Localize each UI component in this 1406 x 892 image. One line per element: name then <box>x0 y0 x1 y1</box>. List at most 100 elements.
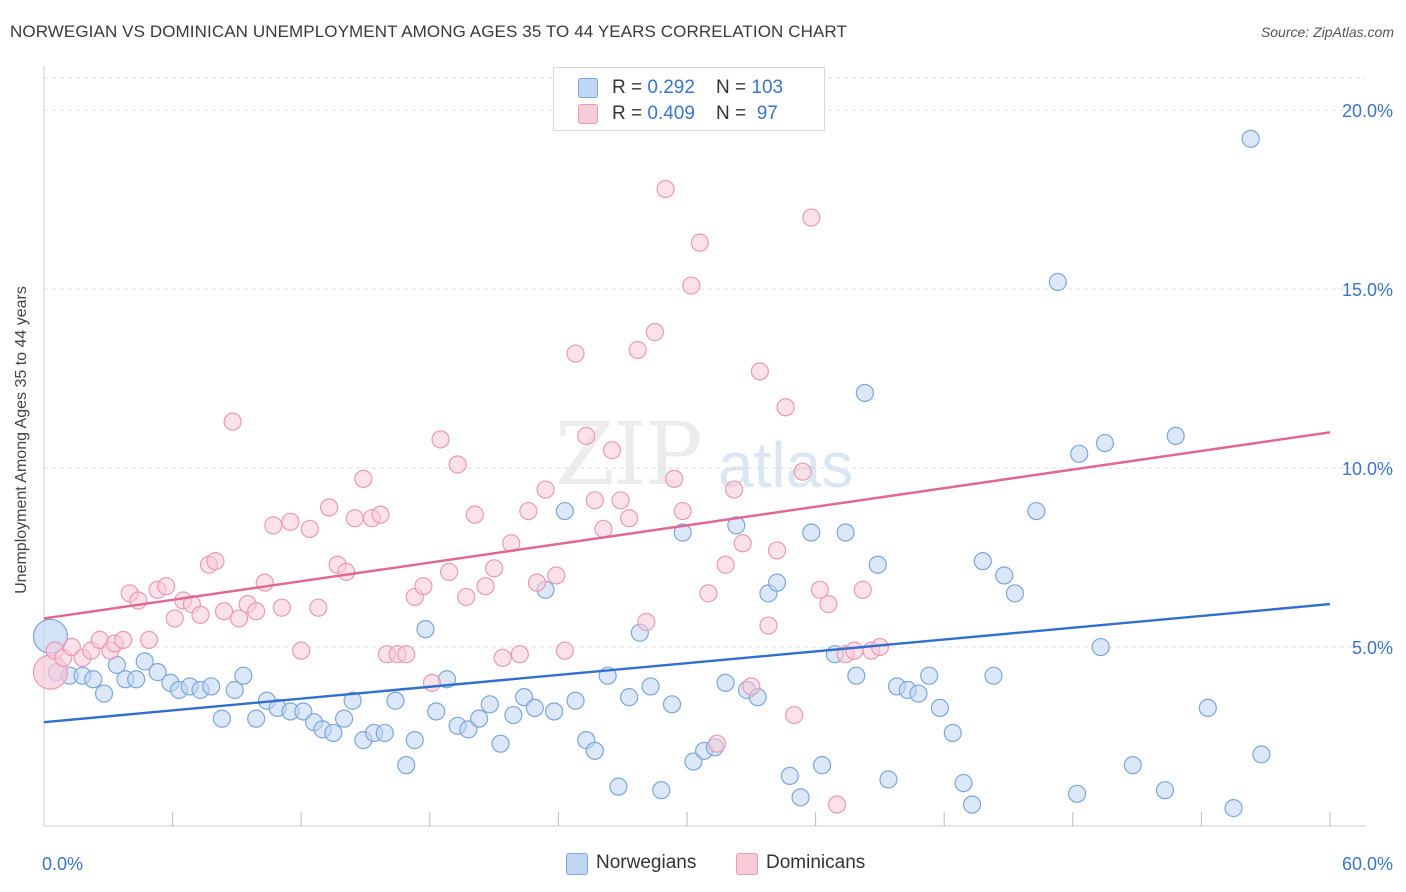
r-label: R = <box>612 103 648 124</box>
norwegian-point <box>847 666 866 685</box>
norwegian-point <box>1027 501 1046 521</box>
norwegian-point <box>202 677 221 696</box>
n-value: 103 <box>751 77 784 98</box>
dominican-point <box>810 580 829 599</box>
dominican-point <box>645 323 664 342</box>
dominican-point <box>397 645 416 664</box>
norwegian-point <box>148 663 167 682</box>
dominican-trend-line <box>43 431 1331 620</box>
dominican-point <box>281 512 300 531</box>
norwegian-point <box>1048 272 1067 292</box>
norwegian-point <box>427 702 446 721</box>
legend-label: Dominicans <box>766 852 866 873</box>
norwegian-point <box>135 652 154 671</box>
dominican-point <box>577 426 596 445</box>
norwegian-point <box>868 555 887 574</box>
norwegian-point <box>1224 799 1243 818</box>
norwegian-point <box>780 766 799 785</box>
dominican-point <box>345 509 364 528</box>
dominican-point <box>656 179 675 199</box>
dominican-point <box>493 648 512 667</box>
norwegian-point <box>525 698 544 717</box>
dominican-point <box>309 598 328 617</box>
norwegian-point <box>684 752 703 771</box>
legend-swatch-blue <box>578 78 598 98</box>
norwegian-point <box>962 795 982 814</box>
dominican-point <box>725 480 744 499</box>
norwegian-point <box>716 673 735 692</box>
dominican-point <box>510 645 529 664</box>
norwegian-point <box>127 670 146 689</box>
y-axis-label: Unemployment Among Ages 35 to 44 years <box>13 286 30 594</box>
norwegian-point <box>545 702 564 721</box>
norwegian-point <box>1166 426 1185 445</box>
norwegian-point <box>1005 584 1025 603</box>
dominican-point <box>319 498 339 517</box>
norwegian-point <box>94 684 114 703</box>
n-label: N = <box>716 77 752 98</box>
r-value: 0.292 <box>647 77 695 98</box>
dominican-point <box>139 630 159 649</box>
legend-label: Norwegians <box>596 852 697 873</box>
dominican-point <box>300 519 319 539</box>
x-tick-label: 60.0% <box>1342 854 1393 874</box>
dominican-point <box>223 412 242 431</box>
norwegian-point <box>459 720 478 739</box>
norwegian-point <box>334 709 354 728</box>
norwegian-point <box>225 680 244 700</box>
norwegian-point <box>1067 784 1087 803</box>
dominican-point <box>585 491 604 510</box>
norwegian-point <box>767 573 787 592</box>
norwegian-point <box>812 756 832 775</box>
dominican-point <box>422 673 442 692</box>
chart-title: NORWEGIAN VS DOMINICAN UNEMPLOYMENT AMON… <box>10 22 847 41</box>
norwegian-point <box>469 709 489 728</box>
norwegian-point <box>1198 698 1217 717</box>
norwegian-point <box>920 666 939 685</box>
norwegian-point <box>909 684 928 703</box>
dominican-point <box>555 641 574 660</box>
dominican-point <box>785 705 804 725</box>
y-tick-label: 15.0% <box>1342 280 1393 300</box>
norwegian-point <box>212 709 231 728</box>
legend-swatch-blue <box>566 853 588 875</box>
dominican-point <box>414 577 433 596</box>
norwegian-point <box>375 723 394 743</box>
norwegian-point <box>673 523 692 542</box>
norwegian-point <box>1123 756 1142 775</box>
dominican-point <box>602 441 622 460</box>
norwegian-point <box>791 788 810 807</box>
dominican-point <box>457 587 476 607</box>
dominican-point <box>476 577 495 596</box>
dominican-point <box>716 555 735 574</box>
norwegian-point <box>491 734 510 753</box>
norwegian-point <box>879 770 898 789</box>
y-tick-label: 5.0% <box>1352 638 1393 658</box>
x-tick-label: 0.0% <box>42 854 83 874</box>
dominican-point <box>845 641 864 660</box>
norwegian-point <box>995 566 1014 585</box>
dominican-point <box>206 552 225 571</box>
dominican-point <box>759 616 778 635</box>
norwegian-point <box>555 501 574 521</box>
dominican-point <box>264 516 283 535</box>
dominican-point <box>465 505 484 524</box>
r-value: 0.409 <box>647 103 695 124</box>
norwegian-point <box>943 723 962 743</box>
norwegian-point <box>1252 745 1271 764</box>
norwegian-point <box>727 516 746 535</box>
norwegian-point <box>1155 781 1175 800</box>
dominican-point <box>165 609 184 628</box>
norwegian-point <box>641 677 660 696</box>
norwegian-point <box>609 777 628 796</box>
norwegian-point <box>973 552 992 571</box>
dominican-point <box>247 602 266 621</box>
norwegian-point <box>662 695 682 714</box>
n-label: N = <box>716 103 752 124</box>
dominican-point <box>272 598 292 617</box>
dominican-point <box>594 519 613 539</box>
norwegian-point <box>954 773 973 793</box>
dominican-point <box>673 501 692 521</box>
norwegian-point <box>855 383 874 403</box>
